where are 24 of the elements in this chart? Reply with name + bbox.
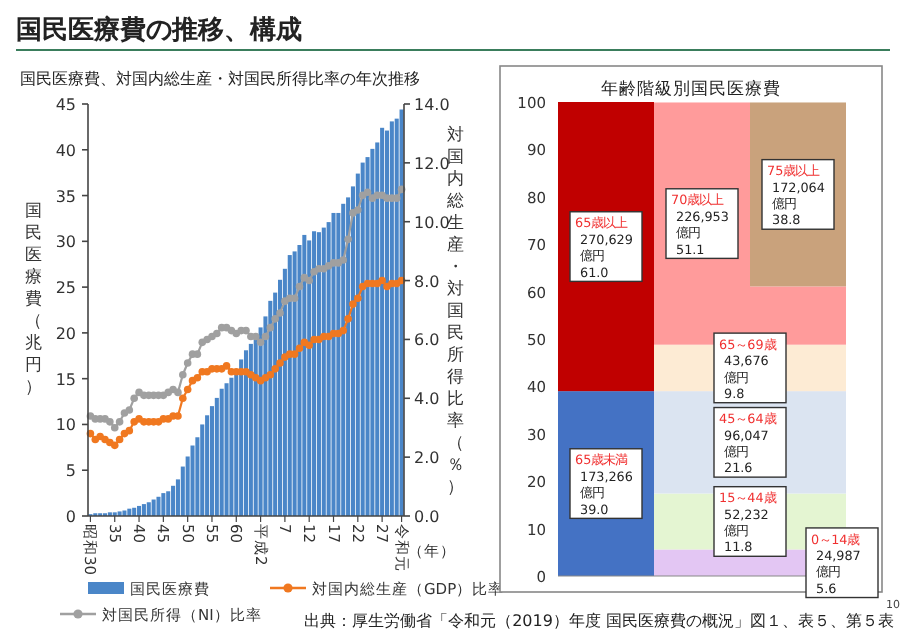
- y2-tick-label: 12.0: [414, 154, 450, 173]
- y2-tick-label: 6.0: [414, 331, 440, 350]
- text: 国民医療費（兆円）: [25, 202, 43, 398]
- y2-tick-label: 14.0: [414, 96, 450, 114]
- y2-tick-label: 4.0: [414, 390, 440, 409]
- text: 対国内総生産・対国民所得比率（％）: [447, 126, 465, 498]
- y-tick-label: 45: [55, 96, 76, 114]
- y-tick-label: 30: [55, 233, 76, 252]
- y-tick-label: 20: [55, 324, 76, 343]
- y2-tick-label: 0.0: [414, 508, 440, 526]
- y-tick-label: 25: [55, 279, 76, 298]
- y-tick-label: 10: [55, 416, 76, 435]
- y-tick-label: 15: [55, 370, 76, 389]
- y-tick-label: 5: [65, 462, 76, 481]
- y-tick-label: 0: [65, 508, 76, 526]
- y2-tick-label: 8.0: [414, 272, 440, 291]
- chart-title: 年齢階級別国民医療費: [601, 78, 781, 100]
- y2-tick-label: 10.0: [414, 213, 450, 232]
- source-note: 出典：厚生労働省「令和元（2019）年度 国民医療費の概況」図１、表５、第５表: [304, 612, 894, 630]
- y-tick-label: 35: [55, 187, 76, 206]
- y2-tick-label: 2.0: [414, 449, 440, 468]
- chart-subtitle: 国民医療費、対国内総生産・対国民所得比率の年次推移: [20, 68, 420, 88]
- y-tick-label: 40: [55, 141, 76, 160]
- chart-title: 国民医療費の推移、構成: [16, 14, 302, 46]
